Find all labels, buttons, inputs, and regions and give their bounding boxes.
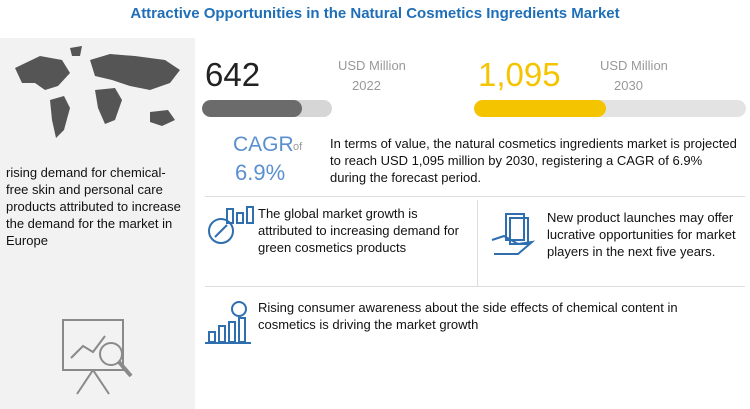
point: The global market growth is attributed t… [258,206,459,255]
title: Attractive Opportunities in the Natural … [130,5,620,22]
cagr-label: CAGR [233,133,294,156]
divider [205,196,745,197]
market-icon [208,206,254,244]
stat-value: 642 [205,56,261,93]
world-map [15,46,180,138]
divider [205,286,745,287]
cagr-value: 6.9% [235,160,286,185]
stat-unit: USD Million [338,58,406,73]
point: New product launches may offer lucrative… [547,210,736,259]
stat-bar [474,100,746,117]
stat-bar [202,100,332,117]
stat-value: 1,095 [478,56,561,93]
stat-year: 2030 [614,78,643,93]
left-text: rising demand for chemical-free skin and… [6,165,181,248]
summary: In terms of value, the natural cosmetics… [330,136,737,185]
launch-icon [491,213,536,255]
stat-year: 2022 [352,78,381,93]
growth-icon [205,301,251,344]
analytics-icon [62,319,133,395]
divider [477,200,478,286]
cagr-of: of [293,141,303,153]
stat-unit: USD Million [600,58,668,73]
point: Rising consumer awareness about the side… [258,300,678,332]
left-panel [0,38,195,409]
